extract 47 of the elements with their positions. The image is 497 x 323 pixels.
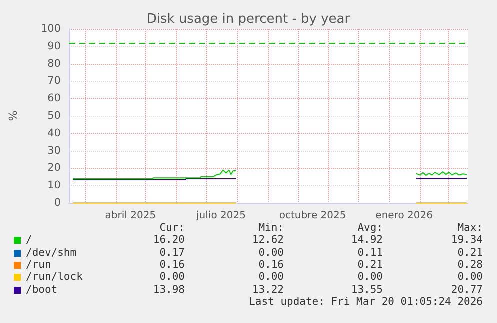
text: 0.21 [358, 258, 383, 271]
chart-title: Disk usage in percent - by year [146, 12, 351, 27]
text: 0.00 [258, 271, 284, 284]
text: 0.28 [458, 258, 483, 271]
text: 0.00 [358, 271, 383, 284]
text: 12.62 [252, 234, 284, 246]
text: 0.16 [258, 258, 284, 271]
text: 13.55 [351, 284, 383, 296]
text: Cur: [160, 222, 185, 234]
y-tick-label: 20 [48, 162, 61, 174]
text: Avg: [358, 222, 383, 234]
text: Last update: Fri Mar 20 01:05:24 2026 [249, 296, 483, 308]
y-tick-label: 90 [48, 40, 61, 52]
text: 0.00 [160, 271, 185, 284]
y-tick-label: 100 [40, 23, 61, 35]
x-tick-label: enero 2026 [376, 210, 433, 222]
y-tick-label: 10 [48, 180, 61, 192]
text: Min: [258, 222, 284, 234]
text: 13.98 [153, 284, 185, 296]
legend-label: /run [26, 258, 52, 271]
text: 20.77 [451, 284, 483, 296]
text: 0.16 [160, 258, 185, 271]
text: 13.22 [252, 284, 284, 296]
legend-label: /dev/shm [26, 246, 77, 259]
text: 19.34 [451, 234, 483, 246]
y-tick-label: 80 [48, 58, 61, 70]
text: 0.00 [258, 246, 284, 259]
legend-label: /boot [26, 284, 58, 296]
legend-label: /run/lock [26, 271, 83, 284]
x-tick-label: octubre 2025 [279, 210, 346, 222]
y-tick-label: 70 [48, 75, 61, 88]
y-tick-label: 40 [48, 127, 61, 140]
y-tick-label: 0 [54, 197, 61, 209]
text: 14.92 [351, 234, 383, 246]
x-tick-label: abril 2025 [105, 210, 156, 222]
text: Max: [458, 222, 483, 234]
text: 16.20 [153, 234, 185, 246]
y-axis-title: % [7, 110, 20, 122]
text: 0.11 [358, 246, 383, 259]
legend-label: / [26, 234, 32, 246]
text: 0.17 [160, 246, 185, 259]
x-tick-label: julio 2025 [196, 210, 246, 222]
y-tick-label: 30 [48, 144, 61, 157]
text: 0.00 [458, 271, 483, 284]
y-tick-label: 50 [48, 110, 61, 122]
text: 0.21 [458, 246, 483, 259]
y-tick-label: 60 [48, 92, 61, 105]
